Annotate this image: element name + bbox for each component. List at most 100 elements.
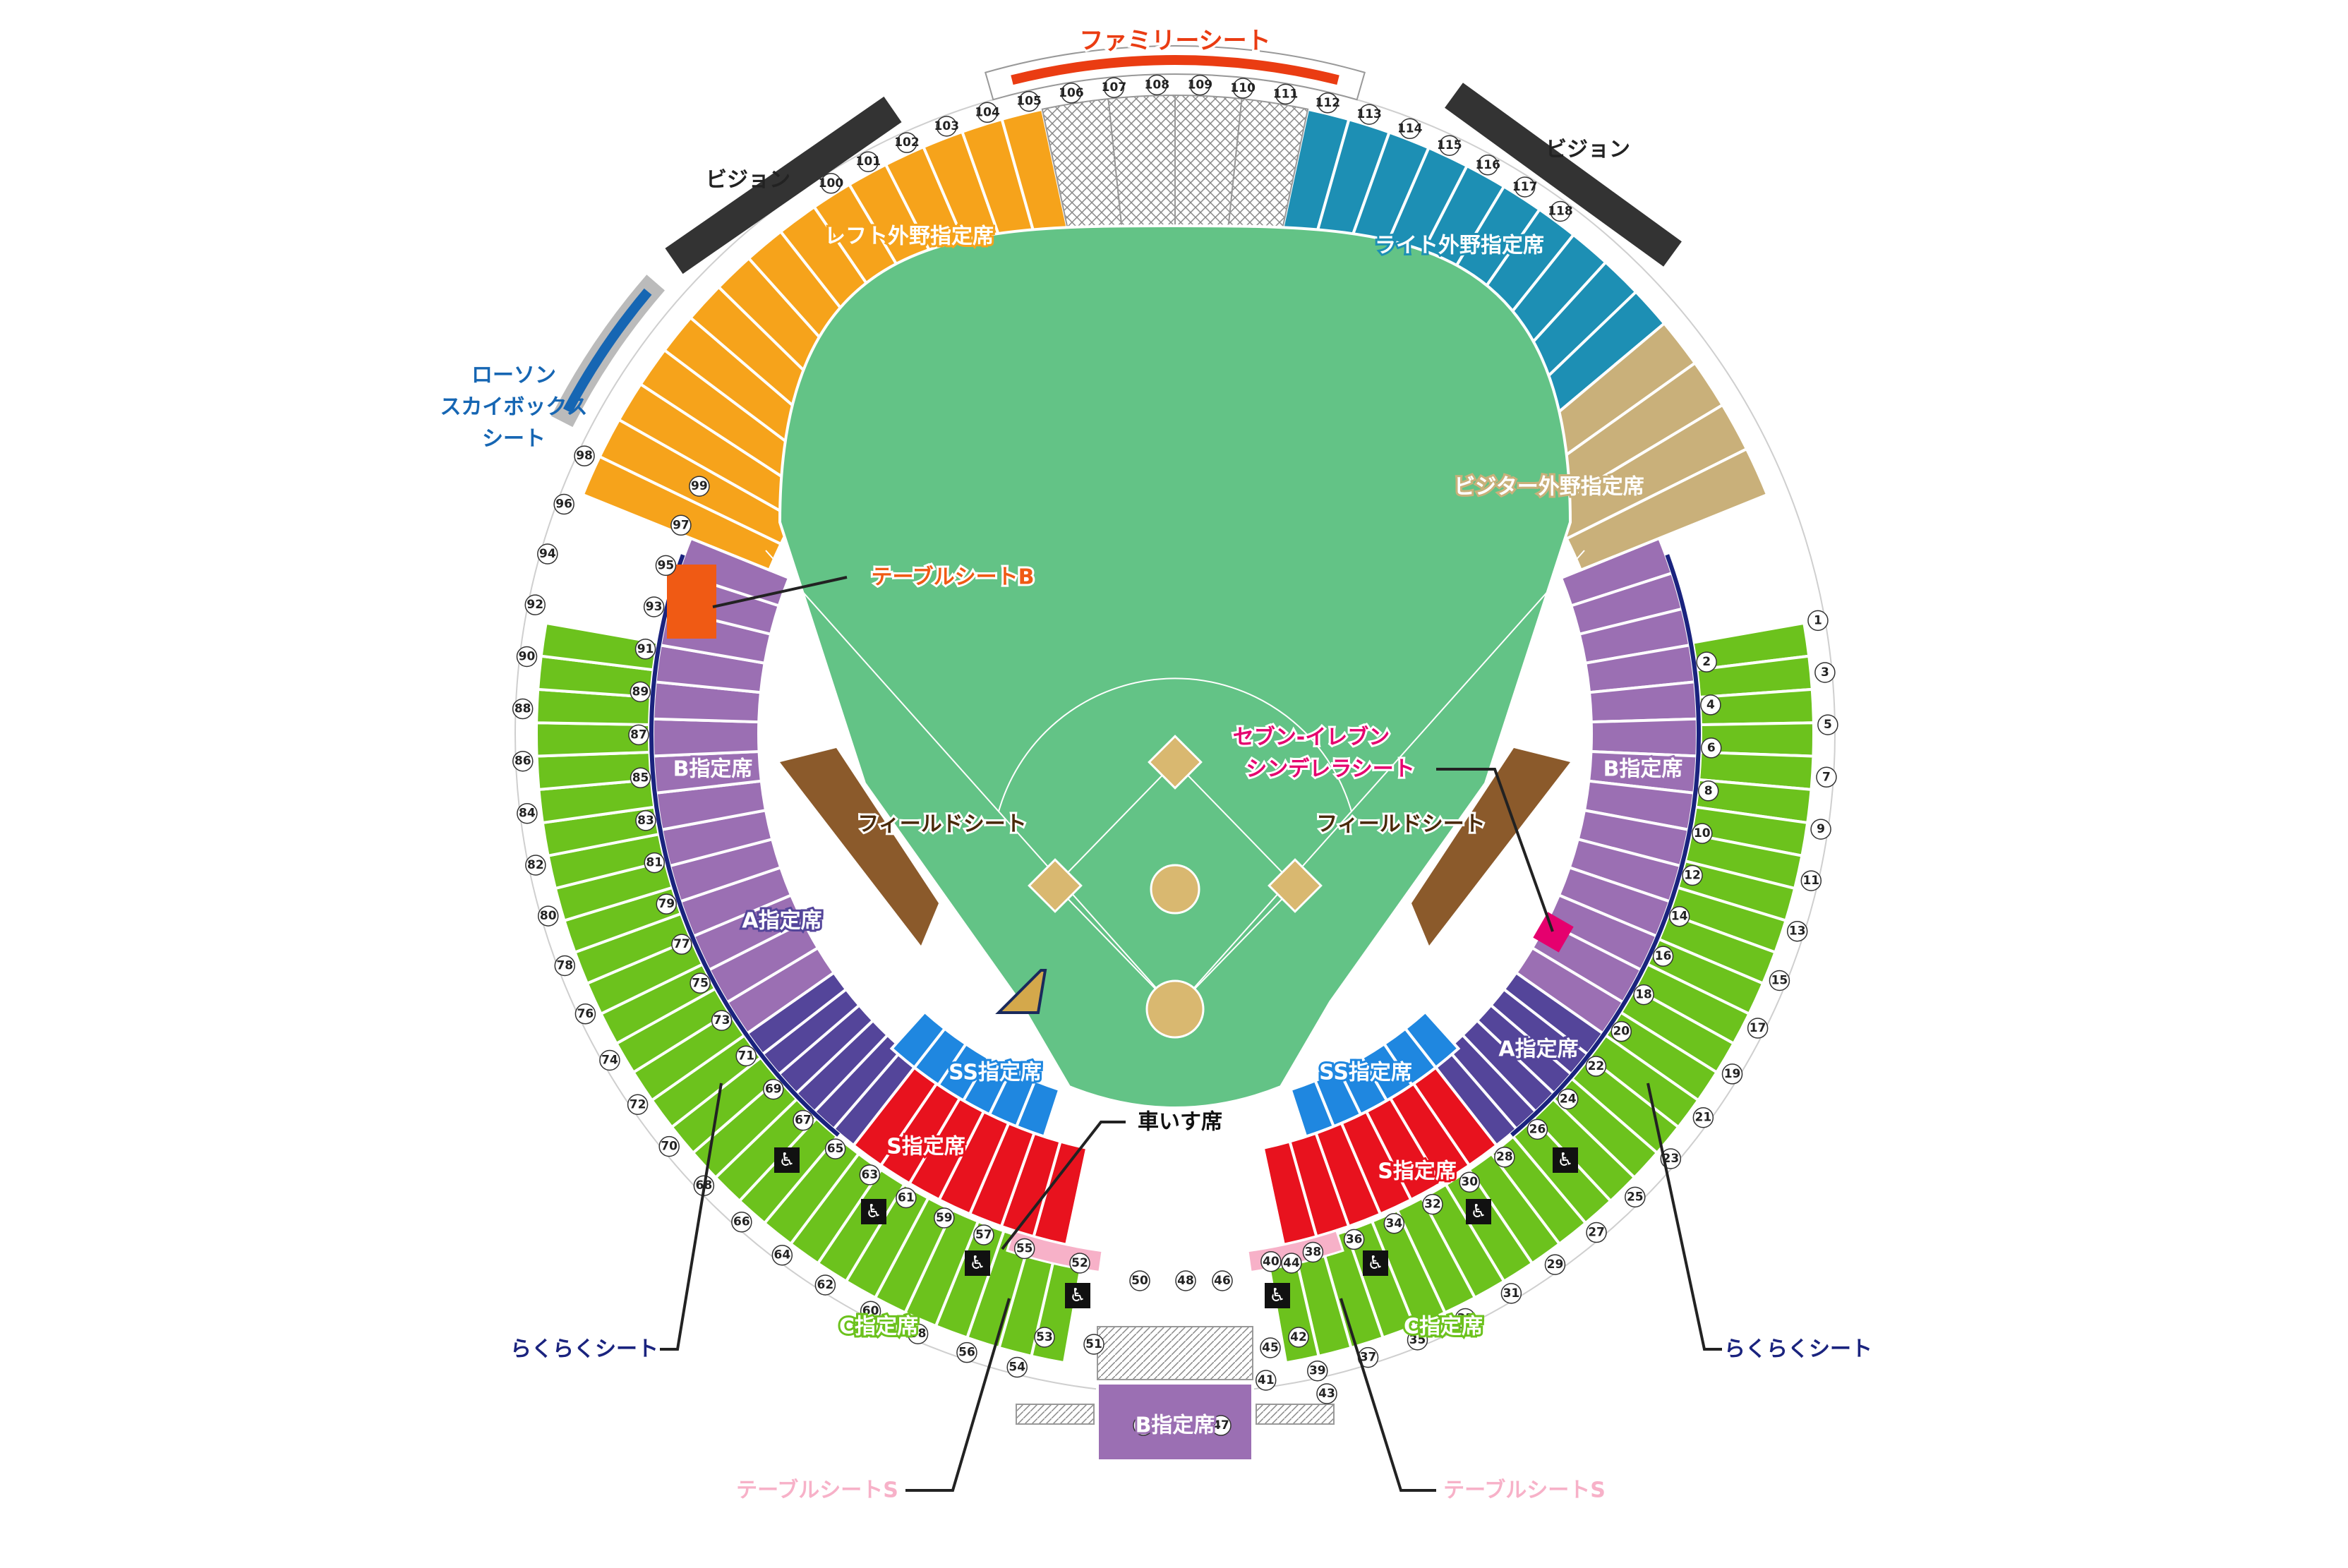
field-seat-right[interactable]	[1411, 748, 1570, 946]
section-number[interactable]: 17	[1747, 1018, 1769, 1039]
section-number[interactable]: 66	[731, 1211, 752, 1233]
section-number[interactable]: 82	[525, 855, 546, 876]
section-number[interactable]: 112	[1316, 92, 1341, 114]
section-number[interactable]: 31	[1500, 1283, 1522, 1304]
section-number[interactable]: 51	[1083, 1334, 1104, 1355]
section-number[interactable]: 27	[1586, 1222, 1607, 1243]
table-seat-b[interactable]	[667, 565, 716, 639]
section-number[interactable]: 110	[1230, 78, 1256, 99]
section-number[interactable]: 72	[627, 1094, 649, 1116]
section-number[interactable]: 77	[671, 934, 692, 955]
section-number[interactable]: 89	[630, 681, 651, 703]
section-number[interactable]: 69	[763, 1078, 784, 1100]
section-number[interactable]: 117	[1512, 176, 1538, 198]
section-number[interactable]: 83	[635, 810, 656, 831]
section-number[interactable]: 35	[1407, 1329, 1428, 1351]
section-number[interactable]: 39	[1307, 1360, 1328, 1382]
section-number[interactable]: 70	[658, 1135, 680, 1157]
section-number[interactable]: 90	[516, 646, 538, 668]
section-number[interactable]: 81	[644, 852, 666, 874]
section-number[interactable]: 6	[1700, 737, 1722, 759]
section-number[interactable]: 94	[537, 543, 558, 565]
section-number[interactable]: 33	[1455, 1308, 1476, 1329]
section-number[interactable]: 22	[1585, 1056, 1607, 1077]
section-number[interactable]: 76	[574, 1003, 596, 1025]
section-number[interactable]: 88	[512, 698, 534, 720]
ss-seat-block[interactable]	[889, 1010, 947, 1070]
section-number[interactable]: 37	[1357, 1346, 1379, 1368]
section-number[interactable]: 46	[1212, 1270, 1233, 1291]
section-number[interactable]: 53	[1034, 1327, 1055, 1348]
section-number[interactable]: 86	[512, 750, 534, 772]
section-number[interactable]: 24	[1557, 1088, 1579, 1110]
section-number[interactable]: 95	[655, 555, 677, 577]
section-number[interactable]: 100	[819, 173, 844, 194]
section-number[interactable]: 34	[1383, 1213, 1405, 1234]
section-number[interactable]: 116	[1475, 155, 1500, 176]
section-number[interactable]: 1	[1807, 610, 1829, 632]
section-number[interactable]: 103	[934, 116, 960, 137]
section-number[interactable]: 75	[690, 972, 711, 994]
section-number[interactable]: 93	[643, 596, 665, 617]
section-number[interactable]: 18	[1633, 984, 1654, 1006]
b-seat-block[interactable]	[1589, 717, 1699, 758]
section-number[interactable]: 19	[1721, 1063, 1743, 1085]
section-number[interactable]: 2	[1696, 651, 1717, 673]
section-number[interactable]: 29	[1544, 1254, 1566, 1275]
s-seat-block[interactable]	[851, 1066, 939, 1168]
section-number[interactable]: 30	[1459, 1171, 1481, 1193]
section-number[interactable]: 80	[537, 905, 559, 927]
section-number[interactable]: 9	[1810, 819, 1831, 840]
section-number[interactable]: 113	[1356, 104, 1382, 125]
section-number[interactable]: 79	[656, 893, 678, 915]
section-number[interactable]: 13	[1786, 920, 1808, 942]
section-number[interactable]: 73	[711, 1010, 733, 1031]
section-number[interactable]: 56	[956, 1341, 977, 1363]
section-number[interactable]: 74	[599, 1049, 620, 1071]
section-number[interactable]: 97	[670, 514, 692, 536]
section-number[interactable]: 67	[793, 1109, 814, 1131]
section-number[interactable]: 111	[1273, 83, 1299, 105]
section-number[interactable]: 40	[1260, 1251, 1282, 1272]
section-number[interactable]: 54	[1006, 1356, 1028, 1378]
section-number[interactable]: 20	[1611, 1020, 1632, 1042]
section-number[interactable]: 102	[894, 132, 920, 153]
section-number[interactable]: 114	[1397, 118, 1423, 140]
section-number[interactable]: 57	[973, 1224, 994, 1246]
family-seat[interactable]	[1011, 54, 1339, 85]
section-number[interactable]: 49	[1133, 1415, 1154, 1436]
section-number[interactable]: 7	[1816, 766, 1837, 788]
section-number[interactable]: 64	[771, 1244, 793, 1266]
rakuraku-seat-right[interactable]	[1510, 554, 1701, 1137]
rakuraku-seat-left[interactable]	[649, 554, 840, 1137]
section-number[interactable]: 104	[975, 102, 1000, 123]
section-number[interactable]: 92	[524, 594, 546, 615]
section-number[interactable]: 10	[1692, 823, 1713, 844]
section-number[interactable]: 58	[907, 1323, 929, 1344]
section-number[interactable]: 71	[735, 1045, 757, 1067]
section-number[interactable]: 91	[634, 639, 656, 660]
section-number[interactable]: 55	[1013, 1238, 1035, 1260]
section-number[interactable]: 52	[1069, 1253, 1090, 1274]
section-number[interactable]: 59	[934, 1207, 955, 1229]
section-number[interactable]: 106	[1059, 83, 1084, 104]
section-number[interactable]: 8	[1697, 780, 1719, 802]
section-number[interactable]: 118	[1548, 200, 1573, 222]
lawson-skybox-seat[interactable]	[562, 288, 652, 414]
section-number[interactable]: 62	[814, 1274, 836, 1296]
section-number[interactable]: 85	[630, 767, 651, 789]
section-number[interactable]: 43	[1316, 1383, 1337, 1404]
section-number[interactable]: 101	[856, 151, 881, 172]
section-number[interactable]: 98	[574, 445, 595, 466]
section-number[interactable]: 87	[628, 724, 649, 746]
section-number[interactable]: 14	[1668, 905, 1690, 927]
cinderella-seat[interactable]	[1533, 912, 1574, 953]
section-number[interactable]: 3	[1814, 662, 1836, 683]
section-number[interactable]: 109	[1188, 74, 1213, 96]
section-number[interactable]: 107	[1102, 77, 1127, 98]
section-number[interactable]: 47	[1210, 1415, 1232, 1436]
section-number[interactable]: 63	[859, 1164, 881, 1186]
section-number[interactable]: 25	[1625, 1186, 1646, 1208]
section-number[interactable]: 26	[1527, 1118, 1548, 1140]
section-number[interactable]: 50	[1129, 1270, 1150, 1291]
